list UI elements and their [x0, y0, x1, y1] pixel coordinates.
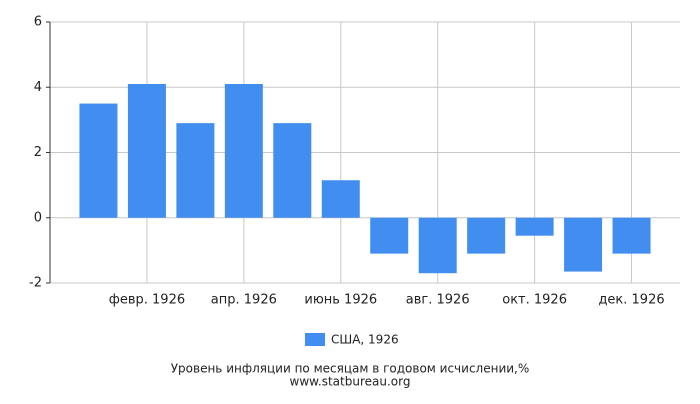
- bar: [127, 83, 166, 218]
- bar: [273, 123, 312, 218]
- bar: [515, 217, 554, 236]
- x-tick-label: авг. 1926: [406, 293, 470, 308]
- y-tick-label: 2: [34, 145, 42, 160]
- bar: [176, 123, 215, 218]
- bar: [612, 217, 651, 254]
- bar: [418, 217, 457, 274]
- chart-subtitle: www.statbureau.org: [290, 375, 411, 389]
- bar: [79, 103, 118, 218]
- bar: [370, 217, 409, 254]
- bar: [564, 217, 603, 272]
- y-tick-label: -2: [29, 276, 42, 291]
- x-tick-label: апр. 1926: [211, 293, 277, 308]
- y-tick-label: 4: [34, 80, 42, 95]
- bar: [224, 83, 263, 218]
- x-tick-label: февр. 1926: [109, 293, 185, 308]
- bar: [321, 180, 360, 218]
- x-tick-label: дек. 1926: [598, 293, 664, 308]
- bar: [467, 217, 506, 254]
- legend-swatch: [305, 333, 325, 346]
- x-tick-label: июнь 1926: [304, 293, 377, 308]
- chart-title: Уровень инфляции по месяцам в годовом ис…: [171, 362, 530, 376]
- y-tick-label: 0: [34, 210, 42, 225]
- y-tick-label: 6: [34, 15, 42, 30]
- x-tick-label: окт. 1926: [502, 293, 567, 308]
- legend-label: США, 1926: [331, 333, 399, 347]
